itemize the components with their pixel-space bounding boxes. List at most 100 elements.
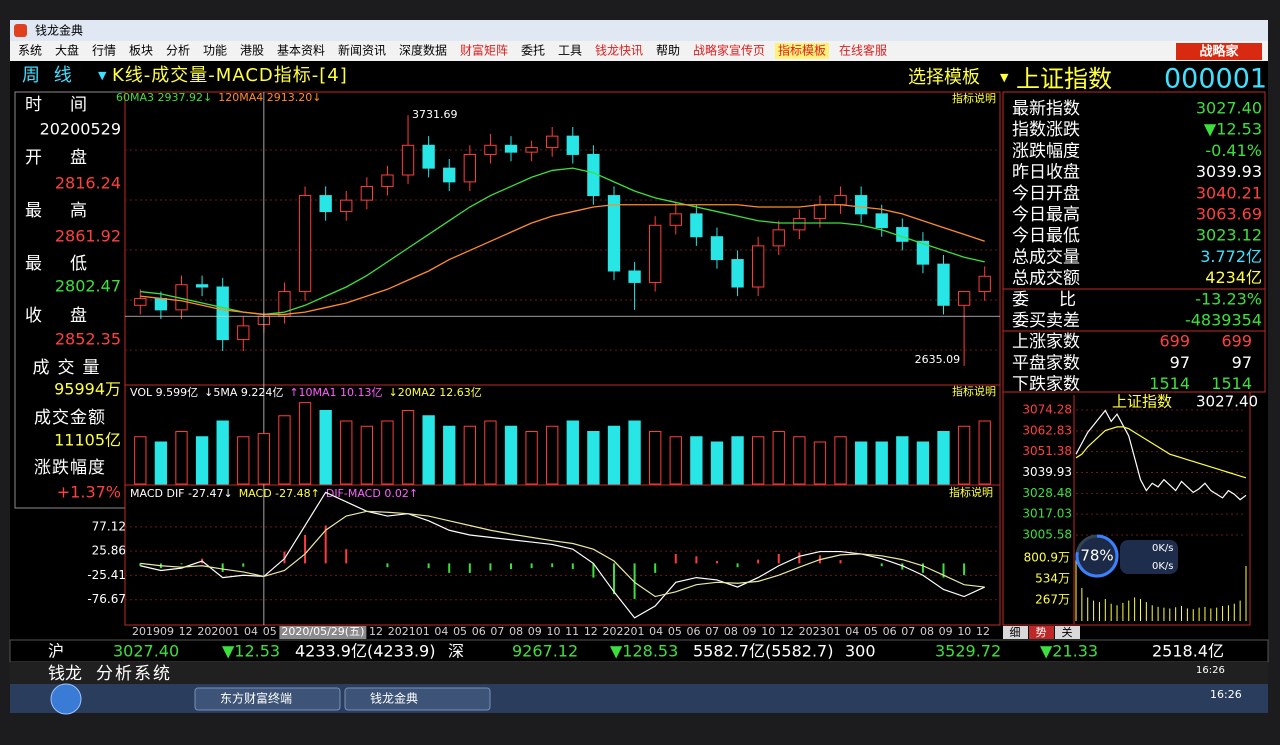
menu-item[interactable]: 系统 [18,44,42,58]
tab-label[interactable]: 势 [1036,626,1047,639]
volume-bar [298,402,312,485]
volume-bar [854,441,868,485]
candle-body [896,227,909,242]
tab[interactable] [1029,626,1054,639]
x-axis-label: 2020/05/29(五) [281,625,364,638]
candle-body [731,259,744,288]
quote-value: 3027.40 [1196,99,1262,118]
menu-item[interactable]: 深度数据 [399,43,447,58]
menu-item[interactable]: 帮助 [656,44,680,58]
volume-bar [649,431,662,485]
candle-body [195,284,209,288]
tab-label[interactable]: 关 [1062,625,1073,639]
macd-legend: MACD -27.48↑ [239,487,320,500]
macd-line [140,510,985,598]
menu-item[interactable]: 指标模板 [778,43,826,58]
title-bar [10,20,1268,41]
x-axis-label: 08 [509,625,523,638]
indicator-note[interactable]: 指标说明 [952,384,996,398]
taskbar-button-label[interactable]: 东方财富终端 [220,691,292,706]
menu-item[interactable]: 板块 [129,44,153,58]
info-label: 收盘 [25,306,115,326]
candle-body [793,217,806,231]
quote-value: 3.772亿 [1200,247,1262,266]
menu-item[interactable]: 行情 [92,44,116,58]
quote-label: 今日最高 [1012,205,1080,225]
macd-tick-label: 25.86 [92,544,126,558]
x-axis-label: 05 [263,625,277,638]
indicator-note[interactable]: 指标说明 [949,485,993,499]
menu-item[interactable]: 财富矩阵 [460,43,508,58]
x-axis-label: 11 [565,625,579,638]
volume-legend: ↑10MA1 10.13亿 [289,386,382,399]
status-item: 9267.12 [512,642,578,661]
x-axis-label: 10 [957,625,971,638]
candle-body [381,174,394,187]
intraday-tick-label: 3062.83 [1022,423,1072,437]
volume-bar [916,441,930,485]
brand-button-label[interactable]: 战略家 [1199,44,1239,60]
cursor-date-bg [279,626,367,639]
menu-item[interactable]: 工具 [558,44,582,58]
intraday-vol-tick: 267万 [1035,593,1070,607]
indicator-note[interactable]: 指标说明 [952,91,996,105]
taskbar-button[interactable] [344,687,491,711]
menu-item[interactable]: 基本资料 [277,44,325,58]
volume-bar [751,436,765,485]
quote-value: -13.23% [1195,289,1262,308]
menu-item[interactable]: 大盘 [55,43,79,58]
taskbar-button-label[interactable]: 钱龙金典 [370,691,418,706]
info-value: 95994万 [54,380,121,399]
period-dropdown[interactable]: ▼ [98,69,107,82]
quote-value: -0.41% [1205,141,1262,160]
brand-button[interactable] [1176,43,1262,60]
footer-left: 钱龙 [48,664,82,684]
candle-body [772,229,785,247]
footer-right: 分析系统 [96,664,172,684]
tab[interactable] [1055,626,1080,639]
menu-item[interactable]: 港股 [240,44,264,58]
intraday-tick-label: 3028.48 [1022,486,1072,500]
menu-item[interactable]: 新闻资讯 [338,43,386,58]
intraday-tick-label: 3074.28 [1022,403,1072,417]
volume-bar [690,436,703,485]
x-axis-label: 202101 [388,625,430,638]
menu-item[interactable]: 在线客服 [839,43,887,58]
tab[interactable] [1003,626,1028,639]
candle-body [607,195,621,272]
volume-bar [710,441,724,485]
quote-value: 3063.69 [1196,205,1262,224]
chart-frame [124,91,1001,626]
x-axis-label: 12 [179,625,193,638]
candle-body [504,144,518,153]
info-label: 开盘 [25,148,115,168]
menu-item[interactable]: 战略家宣传页 [693,43,765,58]
quote-value: 97 [1232,353,1252,372]
info-value: 2802.47 [55,277,121,296]
menu-item[interactable]: 分析 [166,44,190,58]
volume-legend: ↓5MA 9.224亿 [204,386,283,399]
template-dropdown[interactable]: ▼ [1000,71,1009,84]
menu-item[interactable]: 委托 [521,44,545,58]
volume-bar [175,431,188,485]
period-label[interactable]: 周 线 [22,65,76,86]
candle-body [298,195,312,293]
quote-label: 今日开盘 [1012,184,1080,204]
candle-body [710,236,724,261]
status-item: ▼12.53 [222,642,280,661]
menu-item[interactable]: 功能 [203,44,227,58]
template-select[interactable]: 选择模板 [908,67,980,88]
x-axis-label: 08 [724,625,738,638]
quote-value: 4234亿 [1205,268,1262,287]
quote-label: 下跌家数 [1012,375,1080,395]
status-item: 3027.40 [113,642,179,661]
info-value: 2852.35 [55,330,121,349]
status-item: 沪 [48,642,64,661]
tab-label[interactable]: 细 [1010,626,1021,639]
volume-bar [422,415,435,485]
taskbar-time: 16:26 [1210,688,1242,701]
taskbar-button[interactable] [194,687,341,711]
menu-item[interactable]: 钱龙快讯 [595,43,643,58]
start-button[interactable] [50,683,82,715]
volume-bar [216,420,229,485]
